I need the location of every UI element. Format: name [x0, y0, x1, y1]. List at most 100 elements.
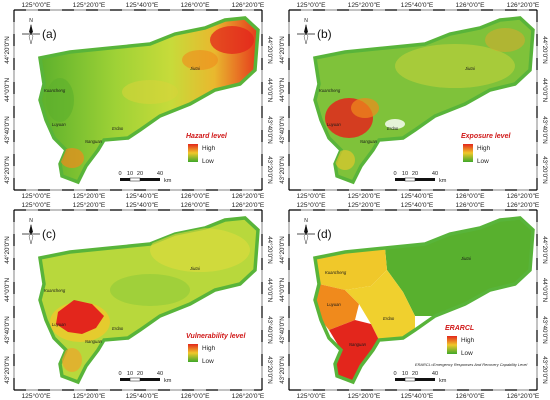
y-tick: 43°20'0"N [279, 356, 286, 384]
x-tick: 126°0'0"E [456, 192, 486, 200]
y-tick: 44°20'0"N [279, 236, 286, 264]
north-label: N [29, 218, 33, 224]
legend-note: ERARCL=Emergency Responses And Recovery … [415, 362, 527, 367]
legend-color-ramp [463, 144, 473, 162]
place-label: Kuancheng [319, 88, 341, 93]
y-tick: 44°0'0"N [4, 278, 11, 302]
place-label: Nanguan [360, 139, 378, 144]
y-tick: 44°20'0"N [279, 36, 286, 64]
y-tick: 43°40'0"N [279, 316, 286, 344]
x-tick: 125°0'0"E [22, 1, 52, 9]
place-label: Nanguan [85, 339, 103, 344]
x-tick: 126°0'0"E [456, 1, 486, 9]
north-label: N [304, 218, 308, 224]
place-label: Kuancheng [44, 88, 66, 93]
legend: Hazard level High Low [186, 133, 228, 165]
district-erdao [345, 270, 415, 340]
panel-label: (a) [42, 27, 57, 41]
y-tick: 43°40'0"N [266, 116, 273, 144]
x-tick: 126°0'0"E [456, 392, 486, 400]
x-tick: 126°0'0"E [181, 1, 211, 9]
legend-title: Exposure level [461, 133, 511, 140]
place-label: Erdao [383, 316, 395, 321]
y-tick: 44°0'0"N [266, 78, 273, 102]
scale-value: 20 [137, 371, 143, 377]
legend-color-ramp [188, 344, 198, 362]
legend-high: High [202, 345, 216, 352]
y-tick: 43°20'0"N [266, 356, 273, 384]
x-tick: 125°20'0"E [348, 392, 381, 400]
place-label: Erdao [112, 126, 124, 131]
x-axis-ticks-top: 125°0'0"E 125°20'0"E 125°40'0"E 126°0'0"… [297, 201, 540, 209]
x-tick: 125°0'0"E [22, 192, 52, 200]
place-label: Luyuan [327, 122, 341, 127]
x-tick: 125°0'0"E [22, 392, 52, 400]
scale-value: 0 [118, 371, 121, 377]
x-tick: 126°20'0"E [232, 192, 265, 200]
y-tick: 43°20'0"N [266, 156, 273, 184]
legend-title: ERARCL [445, 325, 474, 332]
legend-color-ramp [188, 144, 198, 162]
place-label: Jiutai [189, 66, 201, 71]
y-tick: 44°0'0"N [279, 278, 286, 302]
north-label: N [304, 18, 308, 24]
region-shape [313, 216, 535, 385]
place-labels: Kuancheng Luyuan Jiutai Erdao Nanguan [44, 66, 201, 144]
y-tick: 43°40'0"N [4, 116, 11, 144]
x-tick: 125°40'0"E [126, 201, 159, 209]
place-label: Luyuan [327, 302, 341, 307]
x-tick: 126°20'0"E [232, 201, 265, 209]
legend-color-ramp [447, 336, 457, 354]
x-tick: 126°20'0"E [507, 392, 540, 400]
y-tick: 44°0'0"N [279, 78, 286, 102]
legend-low: Low [477, 158, 489, 165]
north-arrow-icon: N [22, 18, 40, 45]
x-tick: 125°40'0"E [401, 192, 434, 200]
x-tick: 126°0'0"E [456, 201, 486, 209]
y-tick: 43°20'0"N [279, 156, 286, 184]
x-tick: 125°20'0"E [348, 201, 381, 209]
y-tick: 43°20'0"N [541, 356, 548, 384]
y-tick: 43°40'0"N [541, 116, 548, 144]
place-label: Luyuan [52, 122, 66, 127]
x-tick: 125°20'0"E [348, 192, 381, 200]
legend-title: Hazard level [186, 133, 228, 140]
scale-unit: km [164, 378, 172, 384]
x-tick: 126°20'0"E [232, 1, 265, 9]
erarcl-map-svg: 125°0'0"E 125°20'0"E 125°40'0"E 126°0'0"… [279, 201, 548, 400]
x-tick: 126°20'0"E [507, 192, 540, 200]
exposure-level-map: 125°0'0"E 125°20'0"E 125°40'0"E 126°0'0"… [275, 0, 550, 200]
x-tick: 126°20'0"E [232, 392, 265, 400]
y-tick: 44°20'0"N [4, 236, 11, 264]
scale-value: 20 [412, 371, 418, 377]
y-tick: 44°20'0"N [541, 36, 548, 64]
place-label: Erdao [387, 126, 399, 131]
place-label: Kuancheng [325, 270, 347, 275]
x-tick: 125°20'0"E [73, 392, 106, 400]
north-arrow-icon: N [297, 18, 315, 45]
panel-label: (b) [317, 27, 332, 41]
x-axis-ticks-bottom: 125°0'0"E 125°20'0"E 125°40'0"E 126°0'0"… [297, 392, 540, 400]
x-tick: 125°0'0"E [297, 1, 327, 9]
y-tick: 44°0'0"N [541, 278, 548, 302]
x-tick: 126°0'0"E [181, 201, 211, 209]
district-luyuan [315, 284, 359, 330]
x-axis-ticks-bottom: 125°0'0"E 125°20'0"E 125°40'0"E 126°0'0"… [22, 192, 265, 200]
y-axis-ticks-left: 44°20'0"N 44°0'0"N 43°40'0"N 43°20'0"N [4, 236, 11, 384]
place-label: Nanguan [85, 139, 103, 144]
legend-title: Vulnerability level [186, 333, 246, 340]
north-label: N [29, 18, 33, 24]
y-tick: 43°40'0"N [279, 116, 286, 144]
x-tick: 125°40'0"E [126, 392, 159, 400]
scale-unit: km [439, 378, 447, 384]
y-tick: 43°20'0"N [4, 356, 11, 384]
x-tick: 126°0'0"E [181, 192, 211, 200]
scale-bar: 0 10 20 40 km [118, 371, 171, 384]
scale-value: 0 [393, 371, 396, 377]
scale-unit: km [439, 178, 447, 184]
y-tick: 43°40'0"N [4, 316, 11, 344]
y-tick: 44°20'0"N [4, 36, 11, 64]
legend: Exposure level High Low [461, 133, 511, 165]
place-label: Luyuan [52, 322, 66, 327]
district-nanguan [329, 320, 379, 382]
